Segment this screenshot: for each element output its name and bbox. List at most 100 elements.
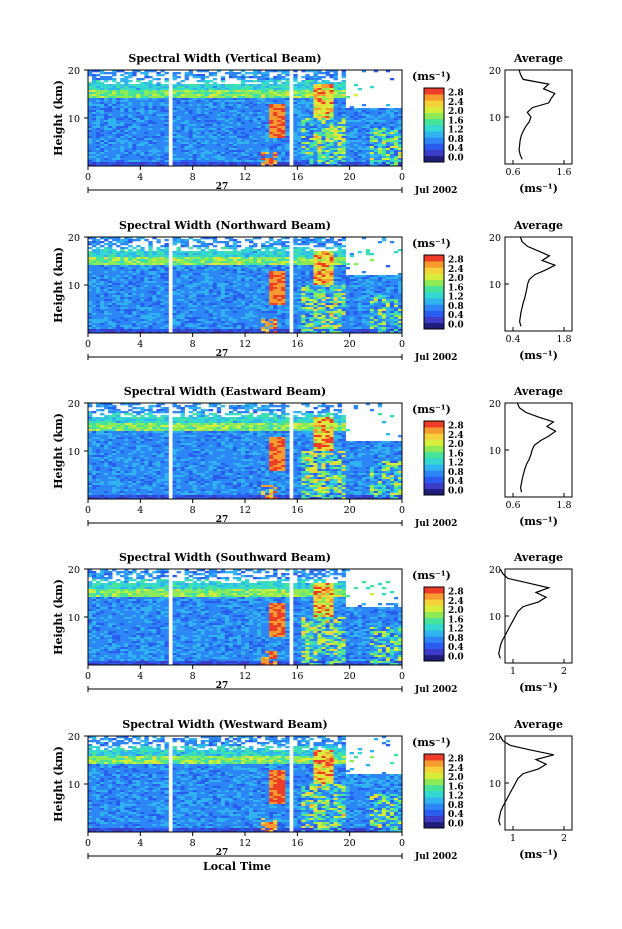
colorbar-frame — [423, 254, 445, 330]
colorbar-tick: 0.0 — [448, 486, 464, 496]
profile-y-tick-label: 10 — [489, 612, 501, 623]
colorbar — [424, 88, 444, 163]
heatmap-northward — [88, 237, 403, 334]
colorbar-tick: 1.2 — [448, 459, 464, 469]
colorbar-unit: (ms⁻¹) — [412, 70, 451, 83]
date-day: 27 — [216, 681, 229, 691]
x-tick-label: 8 — [190, 838, 196, 849]
panel-title: Spectral Width (Northward Beam) — [119, 219, 331, 232]
profile-x-tick-label: 1.8 — [556, 334, 571, 345]
x-tick-label: 0 — [85, 339, 91, 350]
y-tick-label: 20 — [68, 399, 80, 410]
colorbar-frame — [423, 586, 445, 662]
y-tick-label: 10 — [68, 447, 80, 458]
colorbar-unit: (ms⁻¹) — [412, 736, 451, 749]
x-tick-label: 4 — [137, 838, 143, 849]
colorbar-tick: 2.4 — [448, 265, 464, 275]
colorbar-tick: 0.8 — [448, 634, 464, 644]
colorbar-unit: (ms⁻¹) — [412, 569, 451, 582]
profile-frame — [504, 69, 573, 165]
date-label: Jul 2002 — [414, 685, 457, 695]
profile-line — [518, 236, 557, 327]
profile-y-tick-label: 20 — [489, 399, 501, 410]
colorbar-tick: 1.6 — [448, 283, 464, 293]
profile-y-tick-label: 10 — [489, 446, 501, 457]
x-tick-label: 0 — [85, 172, 91, 183]
profile-title: Average — [513, 52, 563, 65]
colorbar-frame — [423, 420, 445, 496]
panel-northward: Spectral Width (Northward Beam) 0 4 8 12 16 20… — [52, 219, 573, 363]
panel-title: Spectral Width (Eastward Beam) — [124, 385, 326, 398]
colorbar-tick: 0.4 — [448, 810, 464, 820]
heatmap-westward — [88, 736, 403, 833]
colorbar-tick: 0.4 — [448, 144, 464, 154]
x-tick-label: 4 — [137, 172, 143, 183]
colorbar-tick: 0.0 — [448, 320, 464, 330]
colorbar-tick: 1.2 — [448, 625, 464, 635]
profile-x-tick-label: 2 — [561, 833, 567, 844]
x-tick-label: 4 — [137, 339, 143, 350]
heatmap-eastward — [88, 403, 403, 500]
colorbar-tick: 2.8 — [448, 588, 464, 598]
colorbar-tick: 2.0 — [448, 606, 464, 616]
y-axis-label: Height (km) — [52, 247, 65, 323]
heatmap-southward — [88, 569, 403, 666]
colorbar-tick: 1.6 — [448, 782, 464, 792]
colorbar-tick: 1.6 — [448, 116, 464, 126]
colorbar-tick: 1.2 — [448, 126, 464, 136]
x-tick-label: 0 — [399, 339, 405, 350]
x-tick-label: 8 — [190, 339, 196, 350]
profile-x-label: (ms⁻¹) — [519, 182, 558, 195]
colorbar-tick: 0.4 — [448, 477, 464, 487]
profile-y-tick-label: 20 — [489, 233, 501, 244]
colorbar-tick: 0.0 — [448, 652, 464, 662]
x-tick-label: 0 — [399, 505, 405, 516]
date-day: 27 — [216, 515, 229, 525]
x-tick-label: 0 — [85, 505, 91, 516]
colorbar-unit: (ms⁻¹) — [412, 403, 451, 416]
colorbar-tick: 0.8 — [448, 468, 464, 478]
y-tick-label: 10 — [68, 114, 80, 125]
x-tick-label: 0 — [85, 838, 91, 849]
profile-line — [498, 735, 554, 826]
colorbar-tick: 0.8 — [448, 135, 464, 145]
profile-y-tick-label: 10 — [489, 113, 501, 124]
y-axis-label: Height (km) — [52, 579, 65, 655]
x-tick-label: 12 — [239, 671, 251, 682]
x-tick-label: 0 — [399, 671, 405, 682]
profile-x-label: (ms⁻¹) — [519, 848, 558, 861]
x-tick-label: 4 — [137, 505, 143, 516]
colorbar-tick: 0.4 — [448, 311, 464, 321]
profile-y-tick-label: 10 — [489, 280, 501, 291]
colorbar-tick: 2.4 — [448, 597, 464, 607]
date-day: 27 — [216, 848, 229, 858]
profile-x-label: (ms⁻¹) — [519, 515, 558, 528]
x-tick-label: 20 — [344, 671, 356, 682]
profile-x-tick-label: 1 — [510, 833, 516, 844]
colorbar-tick: 1.2 — [448, 293, 464, 303]
colorbar-tick: 0.4 — [448, 643, 464, 653]
profile-x-tick-label: 1 — [510, 666, 516, 677]
profile-line — [498, 568, 551, 659]
panel-westward: Spectral Width (Westward Beam)0 4 8 12 16 20 0… — [52, 718, 573, 873]
colorbar-tick: 2.8 — [448, 256, 464, 266]
x-tick-label: 16 — [291, 172, 303, 183]
colorbar-unit: (ms⁻¹) — [412, 237, 451, 250]
colorbar-tick: 0.8 — [448, 302, 464, 312]
profile-line — [518, 69, 556, 160]
colorbar-tick: 2.4 — [448, 764, 464, 774]
y-axis-label: Height (km) — [52, 80, 65, 156]
date-label: Jul 2002 — [414, 353, 457, 363]
date-label: Jul 2002 — [414, 852, 457, 862]
profile-title: Average — [513, 551, 563, 564]
colorbar — [424, 255, 444, 330]
panel-eastward: Spectral Width (Eastward Beam) 0 4 8 12 16 20 0… — [52, 385, 573, 529]
colorbar — [424, 754, 444, 829]
profile-x-tick-label: 0.6 — [505, 167, 520, 178]
y-tick-label: 20 — [68, 565, 80, 576]
panel-title: Spectral Width (Vertical Beam) — [128, 52, 321, 65]
profile-x-tick-label: 2 — [561, 666, 567, 677]
colorbar-tick: 2.0 — [448, 773, 464, 783]
profile-y-tick-label: 20 — [489, 66, 501, 77]
